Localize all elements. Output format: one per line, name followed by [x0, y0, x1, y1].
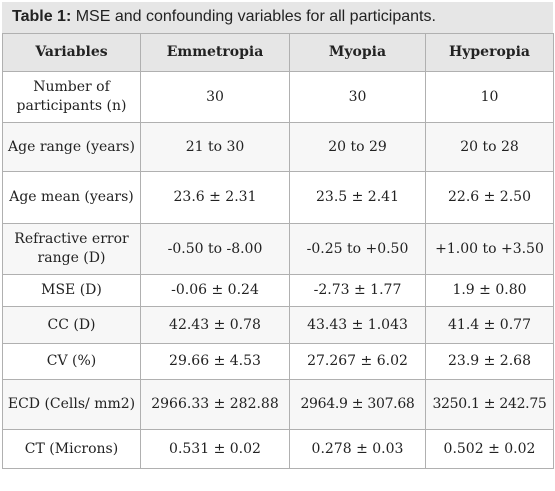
table-row: Age range (years) 21 to 30 20 to 29 20 t… — [2, 122, 554, 172]
caption-text: MSE and confounding variables for all pa… — [71, 8, 436, 25]
row-label: CT (Microns) — [2, 429, 141, 469]
table-row: Refractive error range (D) -0.50 to -8.0… — [2, 223, 554, 275]
cell-hyperopia: 20 to 28 — [425, 122, 554, 172]
cell-emmetropia: 42.43 ± 0.78 — [140, 306, 290, 344]
cell-hyperopia: 41.4 ± 0.77 — [425, 306, 554, 344]
table-row: MSE (D) -0.06 ± 0.24 -2.73 ± 1.77 1.9 ± … — [2, 274, 554, 307]
cell-hyperopia: 23.9 ± 2.68 — [425, 343, 554, 380]
cell-hyperopia: 22.6 ± 2.50 — [425, 171, 554, 224]
row-label: Age mean (years) — [2, 171, 141, 224]
table-row: Number of participants (n) 30 30 10 — [2, 71, 554, 123]
table-row: CV (%) 29.66 ± 4.53 27.267 ± 6.02 23.9 ±… — [2, 343, 554, 380]
cell-hyperopia: 10 — [425, 71, 554, 123]
header-hyperopia: Hyperopia — [425, 33, 554, 72]
row-label: ECD (Cells/ mm2) — [2, 379, 141, 430]
cell-myopia: 43.43 ± 1.043 — [289, 306, 426, 344]
cell-emmetropia: 30 — [140, 71, 290, 123]
cell-emmetropia: -0.50 to -8.00 — [140, 223, 290, 275]
cell-emmetropia: 29.66 ± 4.53 — [140, 343, 290, 380]
cell-emmetropia: 21 to 30 — [140, 122, 290, 172]
header-myopia: Myopia — [289, 33, 426, 72]
cell-myopia: 30 — [289, 71, 426, 123]
table-row: ECD (Cells/ mm2) 2966.33 ± 282.88 2964.9… — [2, 379, 554, 430]
cell-myopia: -2.73 ± 1.77 — [289, 274, 426, 307]
row-label: CC (D) — [2, 306, 141, 344]
cell-myopia: 27.267 ± 6.02 — [289, 343, 426, 380]
row-label: CV (%) — [2, 343, 141, 380]
caption-label: Table 1: — [12, 8, 72, 25]
table-caption: Table 1: MSE and confounding variables f… — [2, 2, 553, 33]
cell-hyperopia: 3250.1 ± 242.75 — [425, 379, 554, 430]
cell-emmetropia: 0.531 ± 0.02 — [140, 429, 290, 469]
cell-myopia: 2964.9 ± 307.68 — [289, 379, 426, 430]
header-row: Variables Emmetropia Myopia Hyperopia — [2, 33, 554, 72]
cell-hyperopia: 0.502 ± 0.02 — [425, 429, 554, 469]
header-emmetropia: Emmetropia — [140, 33, 290, 72]
cell-myopia: 23.5 ± 2.41 — [289, 171, 426, 224]
row-label: MSE (D) — [2, 274, 141, 307]
row-label: Refractive error range (D) — [2, 223, 141, 275]
cell-emmetropia: -0.06 ± 0.24 — [140, 274, 290, 307]
cell-hyperopia: +1.00 to +3.50 — [425, 223, 554, 275]
cell-emmetropia: 2966.33 ± 282.88 — [140, 379, 290, 430]
cell-myopia: 0.278 ± 0.03 — [289, 429, 426, 469]
table-row: Age mean (years) 23.6 ± 2.31 23.5 ± 2.41… — [2, 171, 554, 224]
row-label: Number of participants (n) — [2, 71, 141, 123]
cell-emmetropia: 23.6 ± 2.31 — [140, 171, 290, 224]
header-variables: Variables — [2, 33, 141, 72]
cell-myopia: -0.25 to +0.50 — [289, 223, 426, 275]
cell-myopia: 20 to 29 — [289, 122, 426, 172]
row-label: Age range (years) — [2, 122, 141, 172]
table-row: CC (D) 42.43 ± 0.78 43.43 ± 1.043 41.4 ±… — [2, 306, 554, 344]
data-table: Variables Emmetropia Myopia Hyperopia Nu… — [2, 33, 554, 469]
cell-hyperopia: 1.9 ± 0.80 — [425, 274, 554, 307]
table-row: CT (Microns) 0.531 ± 0.02 0.278 ± 0.03 0… — [2, 429, 554, 469]
